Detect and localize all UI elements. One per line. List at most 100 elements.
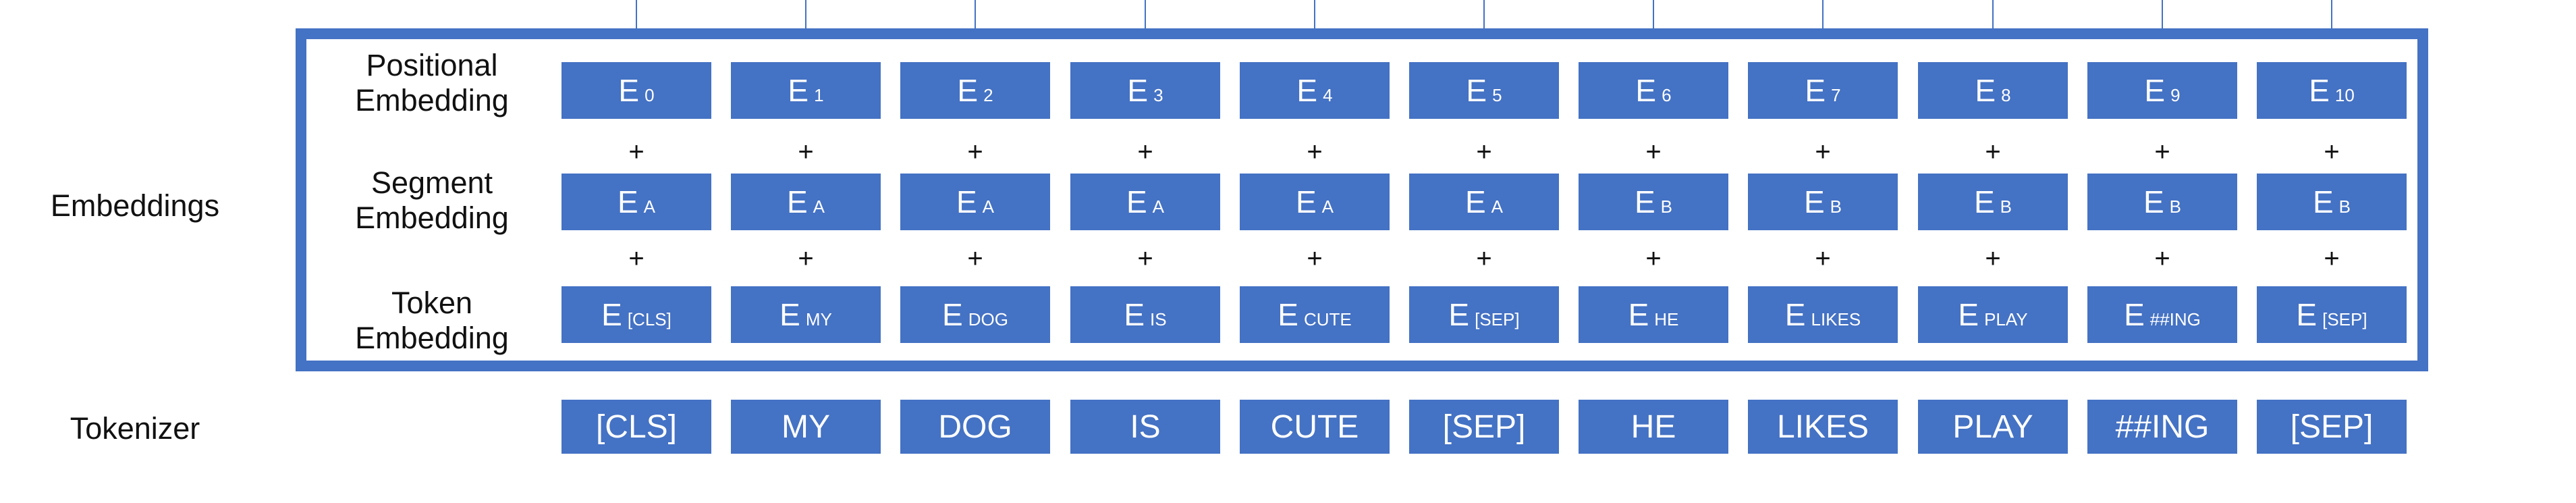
token-embedding-box-10-subscript: [SEP] bbox=[2322, 309, 2367, 329]
plus-sign-lower-10: + bbox=[2324, 244, 2340, 273]
token-embedding-box-0-prefix: E bbox=[601, 297, 622, 332]
token-embedding-box-3: E IS bbox=[1070, 286, 1220, 343]
token-label-line2: Embedding bbox=[355, 321, 509, 355]
token-box-5: [SEP] bbox=[1409, 400, 1559, 454]
segment-embedding-box-5-prefix: E bbox=[1464, 184, 1486, 219]
token-embedding-box-8-subscript: PLAY bbox=[1984, 309, 2028, 329]
positional-embedding-box-3-prefix: E bbox=[1127, 73, 1149, 108]
segment-embedding-box-8-subscript: B bbox=[2000, 196, 2012, 217]
plus-sign-upper-9: + bbox=[2154, 137, 2170, 167]
embeddings-label: Embeddings bbox=[50, 188, 220, 223]
segment-embedding-box-9-subscript: B bbox=[2169, 196, 2182, 217]
connector-line-1 bbox=[805, 0, 806, 28]
token-box-2: DOG bbox=[900, 400, 1050, 454]
plus-sign-lower-4: + bbox=[1307, 244, 1323, 273]
token-embedding-box-2-subscript: DOG bbox=[968, 309, 1008, 329]
plus-sign-lower-1: + bbox=[798, 244, 814, 273]
tokenizer-label: Tokenizer bbox=[70, 411, 200, 446]
plus-sign-upper-8: + bbox=[1985, 137, 2001, 167]
token-embedding-box-1-subscript: MY bbox=[805, 309, 832, 329]
segment-embedding-box-6-subscript: B bbox=[1660, 196, 1673, 217]
token-box-7: LIKES bbox=[1748, 400, 1898, 454]
plus-sign-upper-2: + bbox=[967, 137, 983, 167]
positional-embedding-box-4-prefix: E bbox=[1296, 73, 1318, 108]
segment-embedding-box-2-prefix: E bbox=[956, 184, 977, 219]
plus-sign-lower-7: + bbox=[1815, 244, 1831, 273]
segment-embedding-box-0-prefix: E bbox=[617, 184, 638, 219]
embeddings-frame bbox=[296, 28, 2428, 371]
token-label-line1: Token bbox=[391, 286, 473, 321]
token-embedding-box-10-prefix: E bbox=[2296, 297, 2318, 332]
token-embedding-box-1: E MY bbox=[731, 286, 881, 343]
positional-embedding-box-6-subscript: 6 bbox=[1662, 84, 1672, 105]
plus-sign-lower-0: + bbox=[628, 244, 645, 273]
plus-sign-upper-3: + bbox=[1137, 137, 1153, 167]
positional-embedding-box-10-prefix: E bbox=[2309, 73, 2330, 108]
token-embedding-box-7: E LIKES bbox=[1748, 286, 1898, 343]
segment-embedding-box-7-prefix: E bbox=[1803, 184, 1825, 219]
token-box-8: PLAY bbox=[1918, 400, 2068, 454]
plus-sign-upper-1: + bbox=[798, 137, 814, 167]
segment-embedding-box-8-prefix: E bbox=[1973, 184, 1995, 219]
positional-embedding-box-9-subscript: 9 bbox=[2170, 84, 2181, 105]
connector-line-0 bbox=[636, 0, 637, 28]
connector-line-9 bbox=[2162, 0, 2163, 28]
plus-sign-upper-7: + bbox=[1815, 137, 1831, 167]
positional-embedding-box-2-subscript: 2 bbox=[983, 84, 993, 105]
positional-embedding-box-1-subscript: 1 bbox=[814, 84, 824, 105]
token-embedding-box-4-subscript: CUTE bbox=[1303, 309, 1352, 329]
segment-embedding-box-9-prefix: E bbox=[2143, 184, 2164, 219]
token-embedding-box-4-prefix: E bbox=[1278, 297, 1298, 332]
connector-line-3 bbox=[1145, 0, 1146, 28]
token-embedding-box-0-subscript: [CLS] bbox=[627, 309, 672, 329]
token-embedding-box-5: E [SEP] bbox=[1409, 286, 1559, 343]
plus-sign-upper-5: + bbox=[1476, 137, 1492, 167]
connector-line-7 bbox=[1822, 0, 1824, 28]
token-embedding-box-10: E [SEP] bbox=[2257, 286, 2407, 343]
positional-embedding-box-2-prefix: E bbox=[957, 73, 979, 108]
positional-embedding-box-8-prefix: E bbox=[1975, 73, 1996, 108]
plus-sign-upper-6: + bbox=[1645, 137, 1662, 167]
token-embedding-box-8-prefix: E bbox=[1958, 297, 1979, 332]
plus-sign-lower-3: + bbox=[1137, 244, 1153, 273]
segment-embedding-box-10-prefix: E bbox=[2312, 184, 2334, 219]
plus-sign-lower-6: + bbox=[1645, 244, 1662, 273]
segment-embedding-box-4-prefix: E bbox=[1295, 184, 1317, 219]
segment-embedding-box-2-subscript: A bbox=[982, 196, 995, 217]
connector-line-5 bbox=[1483, 0, 1485, 28]
plus-sign-lower-5: + bbox=[1476, 244, 1492, 273]
segment-embedding-box-6-prefix: E bbox=[1634, 184, 1655, 219]
token-embedding-box-9-subscript: ##ING bbox=[2149, 309, 2201, 329]
segment-embedding-box-0-subscript: A bbox=[643, 196, 656, 217]
token-box-9: ##ING bbox=[2087, 400, 2237, 454]
positional-embedding-box-7-prefix: E bbox=[1805, 73, 1826, 108]
token-embedding-box-5-prefix: E bbox=[1448, 297, 1470, 332]
token-embedding-box-9-prefix: E bbox=[2124, 297, 2145, 332]
connector-line-4 bbox=[1314, 0, 1315, 28]
segment-embedding-box-3-prefix: E bbox=[1126, 184, 1147, 219]
plus-sign-lower-8: + bbox=[1985, 244, 2001, 273]
positional-embedding-box-8-subscript: 8 bbox=[2001, 84, 2011, 105]
positional-embedding-box-1-prefix: E bbox=[788, 73, 809, 108]
positional-embedding-box-5-prefix: E bbox=[1466, 73, 1487, 108]
positional-embedding-box-10: E 10 bbox=[2257, 62, 2407, 119]
segment-embedding-box-3-subscript: A bbox=[1152, 196, 1165, 217]
segment-label-line2: Embedding bbox=[355, 201, 509, 235]
token-embedding-box-7-prefix: E bbox=[1784, 297, 1806, 332]
token-box-3: IS bbox=[1070, 400, 1220, 454]
segment-embedding-box-10-subscript: B bbox=[2338, 196, 2351, 217]
positional-embedding-label: Positional Embedding bbox=[317, 39, 547, 127]
